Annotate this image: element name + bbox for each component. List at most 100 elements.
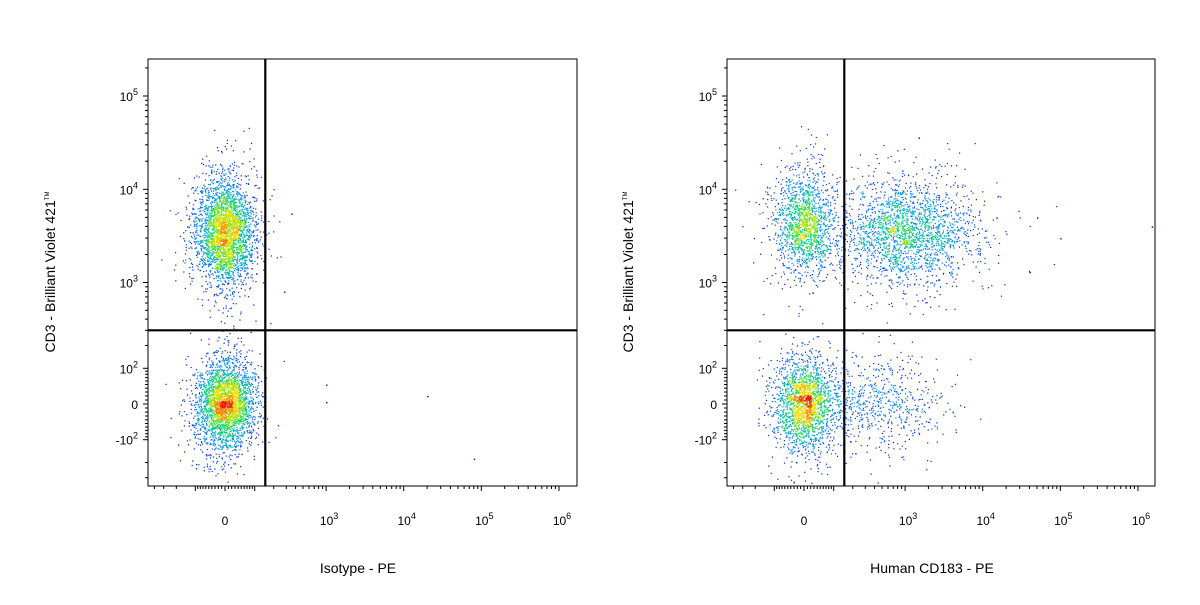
event-dot [258, 403, 260, 405]
event-dot [223, 210, 226, 212]
event-dot [254, 375, 256, 378]
event-dot [250, 364, 252, 366]
event-dot [251, 249, 253, 252]
event-dot [242, 163, 244, 165]
event-dot [209, 224, 211, 226]
event-dot [223, 297, 225, 299]
event-dot [236, 384, 238, 386]
event-dot [211, 402, 213, 404]
event-dot [241, 397, 243, 399]
event-dot [243, 239, 245, 241]
event-dot [215, 190, 217, 192]
event-dot [245, 191, 247, 193]
event-dot [241, 206, 243, 208]
event-dot [232, 204, 234, 207]
event-dot [238, 408, 240, 410]
event-dot [218, 229, 220, 231]
event-dot [247, 406, 250, 408]
event-dot [228, 376, 230, 378]
event-dot [188, 425, 190, 427]
event-dot [201, 256, 203, 258]
event-dot [237, 438, 239, 440]
event-dot [228, 424, 230, 426]
event-dot [208, 410, 211, 413]
event-dot [214, 259, 216, 261]
event-dot [223, 268, 225, 270]
event-dot [241, 252, 243, 254]
event-dot [247, 381, 249, 383]
event-dot [236, 416, 238, 419]
event-dot [206, 379, 208, 381]
event-dot [256, 273, 258, 275]
event-dot [242, 213, 244, 215]
event-dot [219, 182, 221, 184]
event-dot [233, 355, 235, 357]
event-dot [220, 262, 222, 264]
event-dot [214, 414, 216, 416]
event-dot [250, 276, 252, 278]
event-dot [205, 438, 207, 440]
event-dot [230, 244, 232, 246]
event-dot [210, 433, 212, 435]
event-dot [221, 448, 224, 450]
event-dot [242, 402, 244, 404]
event-dot [225, 252, 227, 254]
event-dot [252, 422, 254, 424]
event-dot [221, 277, 223, 279]
event-dot [249, 390, 251, 392]
event-dot [248, 250, 250, 252]
event-dot [211, 470, 213, 473]
event-dot [201, 357, 203, 359]
event-dot [213, 402, 215, 404]
event-dot [193, 404, 196, 406]
event-dot [209, 310, 211, 312]
event-dot [201, 391, 203, 393]
event-dot [243, 431, 245, 433]
event-dot [238, 391, 240, 394]
event-dot [229, 357, 231, 359]
event-dot [209, 381, 211, 383]
event-dot [234, 383, 236, 385]
event-dot [217, 185, 219, 187]
event-dot [196, 217, 198, 219]
event-dot [242, 215, 244, 217]
event-dot [216, 267, 218, 269]
event-dot [231, 246, 233, 248]
event-dot [225, 190, 227, 192]
event-dot [219, 424, 221, 426]
event-dot [235, 259, 237, 261]
event-dot [237, 420, 240, 422]
event-dot [226, 148, 228, 150]
event-dot [216, 224, 218, 226]
event-dot [225, 366, 227, 368]
event-dot [251, 378, 253, 381]
event-dot [195, 423, 197, 425]
event-dot [239, 193, 241, 195]
event-dot [231, 196, 233, 198]
event-dot [240, 353, 242, 355]
event-dot [212, 215, 214, 217]
event-dot [238, 400, 240, 402]
event-dot [205, 173, 207, 175]
event-dot [245, 183, 248, 185]
event-dot [220, 198, 222, 200]
event-dot [221, 385, 223, 387]
event-dot [244, 376, 246, 379]
event-dot [208, 402, 210, 404]
event-dot [237, 265, 239, 267]
event-dot [218, 376, 220, 379]
event-dot [223, 186, 225, 188]
event-dot [243, 403, 245, 405]
event-dot [225, 186, 227, 188]
event-dot [218, 248, 220, 251]
event-dot [254, 373, 256, 375]
event-dot [215, 209, 217, 211]
event-dot [206, 437, 208, 439]
event-dot [231, 256, 233, 258]
event-dot [243, 419, 245, 421]
event-dot [249, 385, 251, 387]
event-dot [208, 244, 210, 246]
event-dot [236, 187, 238, 189]
event-dot [244, 398, 246, 400]
event-dot [232, 247, 234, 249]
